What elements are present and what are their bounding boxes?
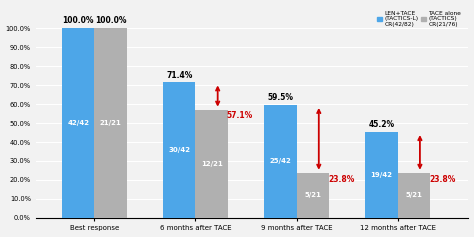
Text: 12/21: 12/21 xyxy=(201,161,222,167)
Bar xyxy=(365,132,398,218)
Text: 71.4%: 71.4% xyxy=(166,71,192,80)
Text: 5/21: 5/21 xyxy=(405,192,422,198)
Text: 5/21: 5/21 xyxy=(304,192,321,198)
Text: 100.0%: 100.0% xyxy=(95,16,126,25)
Text: 23.8%: 23.8% xyxy=(429,175,456,184)
Text: 19/42: 19/42 xyxy=(371,172,392,178)
Text: 45.2%: 45.2% xyxy=(368,120,394,129)
Text: 59.5%: 59.5% xyxy=(267,93,293,102)
Text: 57.1%: 57.1% xyxy=(227,111,253,120)
Text: 25/42: 25/42 xyxy=(270,158,291,164)
Text: 42/42: 42/42 xyxy=(67,120,89,126)
Bar xyxy=(398,173,430,218)
Text: 21/21: 21/21 xyxy=(100,120,121,126)
Text: 30/42: 30/42 xyxy=(168,147,190,153)
Text: 23.8%: 23.8% xyxy=(328,175,354,184)
Bar xyxy=(297,173,329,218)
Bar xyxy=(163,82,195,218)
Text: 100.0%: 100.0% xyxy=(63,16,94,25)
Bar xyxy=(195,109,228,218)
Bar xyxy=(62,28,94,218)
Bar xyxy=(264,105,297,218)
Legend: LEN+TACE
(TACTICS-L)
CR(42/82), TACE alone
(TACTICS)
CR(21/76): LEN+TACE (TACTICS-L) CR(42/82), TACE alo… xyxy=(377,11,461,27)
Bar xyxy=(94,28,127,218)
